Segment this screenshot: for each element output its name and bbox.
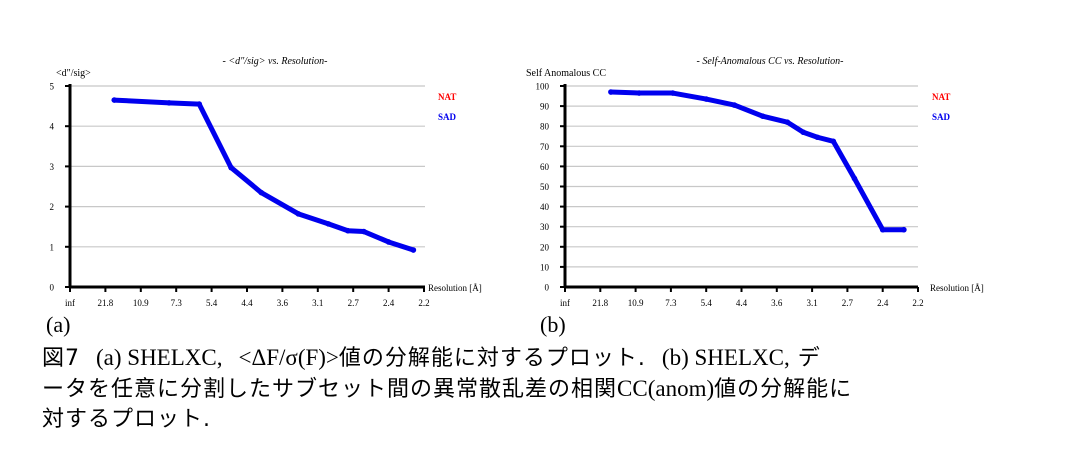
data-point — [345, 227, 351, 234]
chart-a: - <d"/sig> vs. Resolution- <d"/sig> 0 1 2 3 4 5… — [50, 56, 482, 308]
y-tick-label: 40 — [540, 202, 550, 212]
y-tick-label: 50 — [540, 182, 550, 192]
caption-text: 値の分解能に — [714, 377, 853, 402]
y-tick-label: 10 — [540, 262, 550, 272]
data-point — [814, 134, 821, 141]
caption-text: (b) SHELXC, — [661, 345, 790, 370]
y-tick-label: 4 — [50, 122, 55, 132]
x-tick-label: inf — [65, 298, 75, 308]
data-point — [166, 100, 172, 106]
x-tick-label: 4.4 — [736, 298, 748, 308]
y-tick-label: 80 — [540, 122, 550, 132]
data-point — [385, 239, 392, 245]
panel-label-a: (a) — [46, 312, 71, 337]
caption-line-3: 対するプロット. — [42, 405, 1042, 435]
x-tick-label: 5.4 — [206, 298, 218, 308]
y-tick-label: 70 — [540, 142, 550, 152]
caption-text: CC(anom) — [617, 376, 715, 401]
data-point — [295, 211, 302, 217]
caption-text: デ — [797, 346, 821, 371]
chart-b: - Self-Anomalous CC vs. Resolution- Self … — [526, 56, 984, 308]
caption-line-1: 図7 (a) SHELXC, <ΔF/σ(F)>値の分解能に対するプロット. (… — [42, 343, 1042, 374]
data-point — [228, 164, 234, 171]
caption-text: ータを任意に分割したサブセット間の異常散乱差の相関 — [42, 377, 618, 402]
x-tick-label: 2.4 — [877, 298, 889, 308]
legend-entry: SAD — [932, 112, 951, 122]
x-tick-label: 3.6 — [771, 298, 783, 308]
caption-figure-number: 図7 — [42, 346, 80, 371]
data-point — [669, 90, 676, 96]
x-tick-label: 5.4 — [701, 298, 713, 308]
y-tick-label: 3 — [50, 162, 55, 172]
x-tick-label: 3.6 — [277, 298, 289, 308]
data-point — [901, 226, 907, 233]
x-tick-label: 7.3 — [171, 298, 183, 308]
x-tick-label: 10.9 — [628, 298, 644, 308]
y-tick-label: 0 — [545, 283, 550, 293]
legend-entry: NAT — [438, 92, 456, 102]
data-point — [196, 101, 203, 107]
x-tick-label: 2.4 — [383, 298, 395, 308]
panel-label-b: (b) — [540, 312, 566, 337]
x-tick-label: 2.7 — [842, 298, 854, 308]
legend-entry: NAT — [932, 92, 950, 102]
y-tick-label: 0 — [50, 283, 55, 293]
x-tick-label: 3.1 — [312, 298, 323, 308]
x-tick-label: 21.8 — [592, 298, 608, 308]
data-point — [784, 119, 791, 125]
data-point — [759, 113, 766, 119]
data-point — [731, 102, 738, 108]
x-axis-label: Resolution [Å] — [930, 283, 984, 293]
caption-text: 値の分解能に対するプロット. — [338, 346, 646, 371]
y-tick-label: 100 — [536, 82, 550, 92]
y-tick-label: 2 — [50, 202, 55, 212]
chart-title: - Self-Anomalous CC vs. Resolution- — [697, 56, 844, 67]
caption-line-2: ータを任意に分割したサブセット間の異常散乱差の相関CC(anom)値の分解能に — [42, 374, 1042, 405]
data-point — [703, 96, 709, 102]
legend-entry: SAD — [438, 112, 457, 122]
series-line-sad — [608, 89, 907, 233]
data-point — [636, 90, 642, 96]
x-tick-label: 4.4 — [241, 298, 253, 308]
y-tick-label: 1 — [50, 242, 55, 252]
x-tick-label: inf — [560, 298, 570, 308]
caption-text: (a) SHELXC, — [96, 345, 223, 370]
y-tick-label: 5 — [50, 82, 55, 92]
data-point — [258, 189, 264, 196]
y-tick-label: 20 — [540, 242, 550, 252]
y-tick-label: 60 — [540, 162, 550, 172]
data-point — [361, 228, 367, 235]
data-point — [800, 129, 807, 136]
x-axis-label: Resolution [Å] — [428, 283, 482, 293]
x-tick-label: 2.2 — [418, 298, 429, 308]
data-point — [410, 247, 417, 253]
x-tick-label: 2.7 — [348, 298, 360, 308]
y-tick-label: 30 — [540, 222, 550, 232]
data-point — [111, 97, 118, 103]
data-point — [325, 221, 332, 227]
x-tick-label: 21.8 — [98, 298, 114, 308]
x-tick-label: 10.9 — [133, 298, 149, 308]
caption-text: 対するプロット. — [42, 407, 211, 432]
data-point — [830, 138, 837, 145]
data-point — [879, 226, 886, 233]
y-tick-label: 90 — [540, 102, 550, 112]
series-line-sad — [111, 97, 416, 253]
caption-text: <ΔF/σ(F)> — [238, 345, 339, 370]
x-tick-label: 7.3 — [665, 298, 677, 308]
x-tick-label: 2.2 — [912, 298, 923, 308]
chart-title: - <d"/sig> vs. Resolution- — [223, 56, 328, 67]
data-point — [608, 89, 614, 95]
y-axis-label: <d"/sig> — [56, 68, 91, 79]
data-point — [851, 175, 858, 182]
x-tick-label: 3.1 — [806, 298, 817, 308]
y-axis-label: Self Anomalous CC — [526, 68, 606, 79]
figure-charts: - <d"/sig> vs. Resolution- <d"/sig> 0 1 2 3 4 5… — [50, 56, 984, 308]
figure-caption: 図7 (a) SHELXC, <ΔF/σ(F)>値の分解能に対するプロット. (… — [42, 343, 1042, 435]
